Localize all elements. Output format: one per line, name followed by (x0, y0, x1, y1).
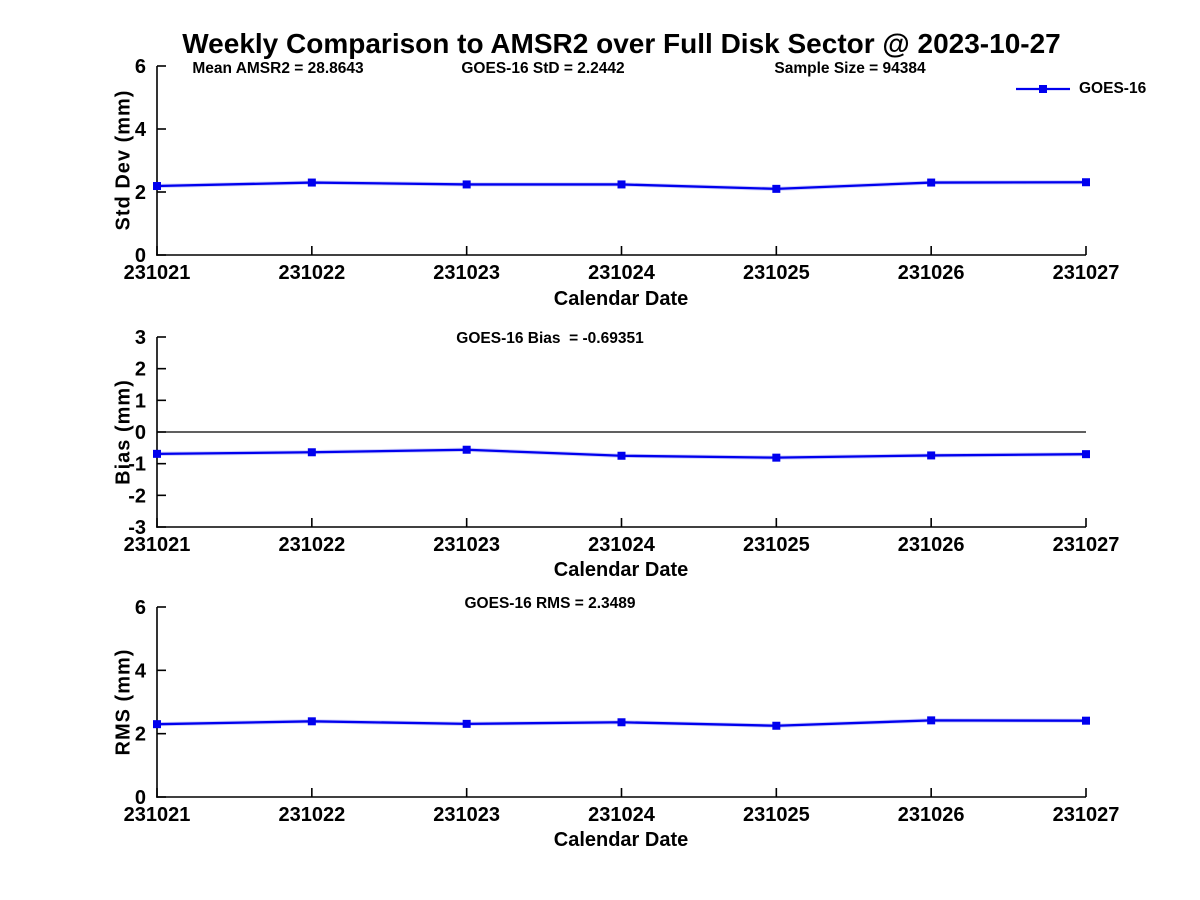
x-tick-label: 231023 (433, 262, 500, 284)
subplot1-xlabel: Calendar Date (553, 288, 689, 310)
stat-sample-size: Sample Size = 94384 (774, 60, 926, 77)
x-tick-label: 231021 (124, 804, 191, 826)
x-tick-label: 231021 (124, 262, 191, 284)
stat-goes16-std: GOES-16 StD = 2.2442 (461, 60, 625, 77)
data-point-marker (153, 720, 161, 729)
y-tick-label: 2 (135, 359, 146, 381)
data-point-marker (772, 453, 781, 462)
y-tick-label: 6 (135, 597, 146, 619)
x-tick-label: 231022 (278, 262, 345, 284)
data-point-marker (1082, 450, 1090, 459)
y-tick-label: 4 (135, 660, 147, 682)
y-tick-label: 0 (135, 245, 146, 267)
data-point-marker (772, 184, 781, 193)
subplot3-xlabel: Calendar Date (553, 829, 689, 851)
x-tick-label: 231025 (743, 262, 810, 284)
y-tick-label: 1 (135, 390, 146, 412)
data-point-marker (153, 182, 161, 191)
data-point-marker (927, 178, 936, 187)
data-point-marker (772, 721, 781, 730)
data-point-marker (927, 716, 936, 725)
x-tick-label: 231025 (743, 804, 810, 826)
x-tick-label: 231026 (898, 804, 965, 826)
y-tick-label: -3 (128, 517, 146, 539)
x-tick-label: 231027 (1053, 262, 1120, 284)
x-tick-label: 231023 (433, 534, 500, 556)
data-point-marker (617, 451, 626, 460)
x-tick-label: 231022 (278, 534, 345, 556)
y-tick-label: -2 (128, 485, 146, 507)
legend-label: GOES-16 (1079, 80, 1147, 97)
x-tick-label: 231024 (588, 534, 656, 556)
data-point-marker (1082, 716, 1090, 725)
x-tick-label: 231027 (1053, 804, 1120, 826)
data-point-marker (307, 717, 316, 726)
subplot3-title: GOES-16 RMS = 2.3489 (464, 595, 636, 612)
data-point-marker (462, 180, 471, 189)
data-point-marker (462, 445, 471, 454)
data-point-marker (617, 718, 626, 727)
x-tick-label: 231024 (588, 804, 656, 826)
subplot2-title: GOES-16 Bias = -0.69351 (456, 330, 644, 347)
legend-line-icon (1016, 85, 1070, 93)
x-tick-label: 231027 (1053, 534, 1120, 556)
data-point-marker (307, 178, 316, 187)
x-tick-label: 231026 (898, 534, 965, 556)
data-point-marker (927, 451, 936, 460)
data-point-marker (1082, 178, 1090, 187)
y-tick-label: 2 (135, 182, 146, 204)
data-point-marker (307, 448, 316, 457)
y-tick-label: 0 (135, 422, 146, 444)
y-tick-label: 0 (135, 787, 146, 809)
y-tick-label: 2 (135, 724, 146, 746)
y-tick-label: -1 (128, 454, 146, 476)
figure-title: Weekly Comparison to AMSR2 over Full Dis… (182, 28, 1061, 59)
y-tick-label: 3 (135, 327, 146, 349)
legend: GOES-16 (1014, 80, 1146, 98)
stat-mean-amsr2: Mean AMSR2 = 28.8643 (192, 60, 364, 77)
x-tick-label: 231025 (743, 534, 810, 556)
x-tick-label: 231022 (278, 804, 345, 826)
subplot2-xlabel: Calendar Date (553, 559, 689, 581)
x-tick-label: 231024 (588, 262, 656, 284)
data-point-marker (617, 180, 626, 189)
x-tick-label: 231021 (124, 534, 191, 556)
x-tick-label: 231023 (433, 804, 500, 826)
data-point-marker (153, 449, 161, 458)
x-tick-label: 231026 (898, 262, 965, 284)
data-point-marker (462, 719, 471, 728)
y-tick-label: 4 (135, 119, 147, 141)
y-tick-label: 6 (135, 56, 146, 78)
